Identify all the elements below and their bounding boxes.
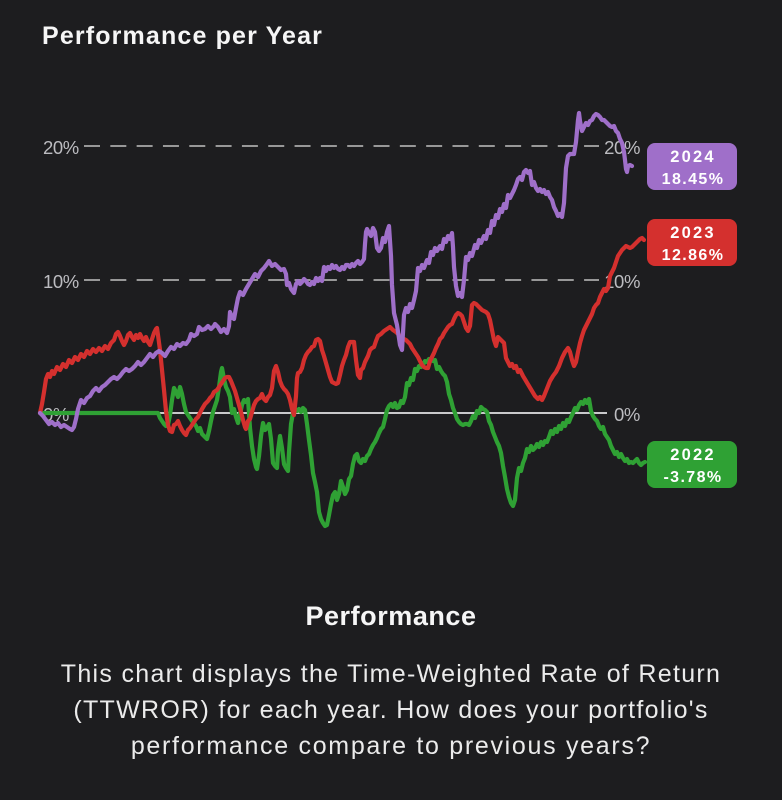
svg-text:0%: 0% <box>614 404 640 425</box>
svg-text:10%: 10% <box>604 271 640 292</box>
svg-text:18.45%: 18.45% <box>662 171 725 188</box>
svg-text:performance compare to previou: performance compare to previous years? <box>131 732 651 760</box>
svg-text:2023: 2023 <box>670 224 716 242</box>
svg-text:(TTWROR) for each year. How do: (TTWROR) for each year. How does your po… <box>73 696 708 724</box>
svg-text:-3.78%: -3.78% <box>663 469 722 486</box>
svg-text:20%: 20% <box>43 137 79 158</box>
svg-text:This chart displays the Time-W: This chart displays the Time-Weighted Ra… <box>61 660 721 688</box>
svg-text:10%: 10% <box>43 271 79 292</box>
svg-text:Performance: Performance <box>305 601 476 631</box>
svg-text:Performance per Year: Performance per Year <box>42 22 323 50</box>
svg-text:12.86%: 12.86% <box>662 247 725 264</box>
svg-text:2024: 2024 <box>670 148 716 166</box>
svg-text:2022: 2022 <box>670 446 716 464</box>
